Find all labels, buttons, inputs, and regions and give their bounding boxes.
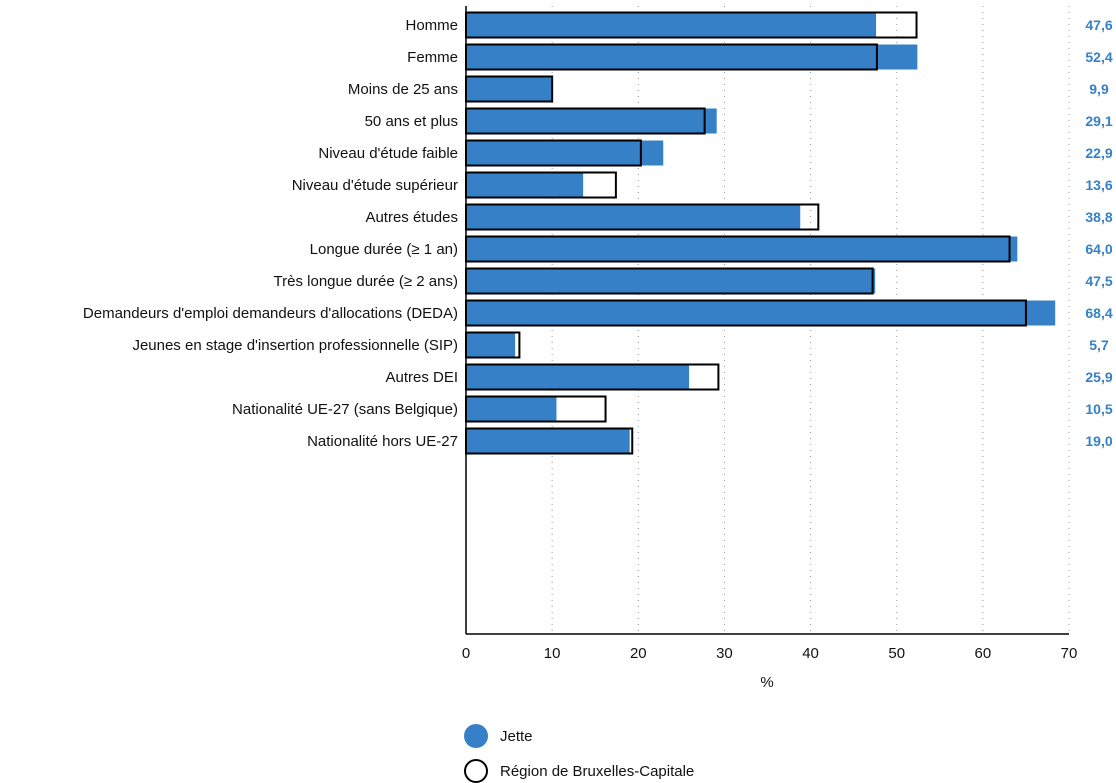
- bar-jette-1: [466, 44, 918, 70]
- value-label-1: 52,4: [1085, 49, 1112, 65]
- x-tick-label-10: 10: [544, 645, 561, 662]
- category-label-7: Longue durée (≥ 1 an): [310, 241, 458, 258]
- bar-jette-9: [466, 300, 1056, 326]
- legend-label-0: Jette: [500, 728, 533, 745]
- category-label-0: Homme: [405, 17, 458, 34]
- category-label-11: Autres DEI: [385, 369, 458, 386]
- value-label-4: 22,9: [1085, 145, 1112, 161]
- x-axis: 0 10 20 30 40 50 60 70%: [462, 6, 1078, 691]
- category-label-8: Très longue durée (≥ 2 ans): [274, 273, 458, 290]
- legend-label-1: Région de Bruxelles-Capitale: [500, 763, 694, 780]
- bar-jette-13: [466, 428, 630, 454]
- category-label-12: Nationalité UE-27 (sans Belgique): [232, 401, 458, 418]
- value-label-12: 10,5: [1085, 401, 1112, 417]
- bar-jette-6: [466, 204, 801, 230]
- bar-jette-11: [466, 364, 690, 390]
- legend: Jette Région de Bruxelles-Capitale: [464, 724, 694, 783]
- legend-marker-jette: [464, 724, 488, 748]
- value-label-10: 5,7: [1089, 337, 1109, 353]
- category-label-4: Niveau d'étude faible: [318, 145, 458, 162]
- category-label-2: Moins de 25 ans: [348, 81, 458, 98]
- x-tick-label-30: 30: [716, 645, 733, 662]
- value-label-7: 64,0: [1085, 241, 1112, 257]
- bars: [465, 11, 1056, 455]
- value-label-3: 29,1: [1085, 113, 1112, 129]
- x-tick-label-0: 0: [462, 645, 470, 662]
- category-label-9: Demandeurs d'emploi demandeurs d'allocat…: [83, 305, 458, 322]
- legend-marker-region: [464, 759, 488, 783]
- bar-jette-2: [466, 76, 552, 102]
- category-label-3: 50 ans et plus: [365, 113, 458, 130]
- value-label-9: 68,4: [1085, 305, 1112, 321]
- value-labels: 47,6 52,4 9,9 29,1 22,9 13,6 38,8 64,0 47,5 68,4 5…: [1085, 17, 1112, 449]
- x-tick-label-70: 70: [1061, 645, 1078, 662]
- value-label-2: 9,9: [1089, 81, 1109, 97]
- x-tick-label-40: 40: [802, 645, 819, 662]
- value-label-11: 25,9: [1085, 369, 1112, 385]
- bar-jette-5: [466, 172, 584, 198]
- bar-jette-7: [466, 236, 1018, 262]
- category-label-6: Autres études: [365, 209, 458, 226]
- value-label-5: 13,6: [1085, 177, 1112, 193]
- x-tick-label-60: 60: [975, 645, 992, 662]
- bar-jette-12: [466, 396, 557, 422]
- category-labels: Homme Femme Moins de 25 ans 50 ans et plus N…: [83, 17, 458, 450]
- value-label-8: 47,5: [1085, 273, 1112, 289]
- value-label-6: 38,8: [1085, 209, 1112, 225]
- category-label-1: Femme: [407, 49, 458, 66]
- value-label-13: 19,0: [1085, 433, 1112, 449]
- x-tick-label-20: 20: [630, 645, 647, 662]
- category-label-10: Jeunes en stage d'insertion professionne…: [132, 337, 458, 354]
- category-label-5: Niveau d'étude supérieur: [292, 177, 458, 194]
- bar-jette-10: [466, 332, 516, 358]
- bar-jette-3: [466, 108, 717, 134]
- bar-jette-0: [466, 12, 877, 38]
- bar-jette-8: [466, 268, 876, 294]
- x-tick-label-50: 50: [888, 645, 905, 662]
- value-label-0: 47,6: [1085, 17, 1112, 33]
- category-label-13: Nationalité hors UE-27: [307, 433, 458, 450]
- x-axis-title: %: [760, 674, 773, 691]
- bar-jette-4: [466, 140, 664, 166]
